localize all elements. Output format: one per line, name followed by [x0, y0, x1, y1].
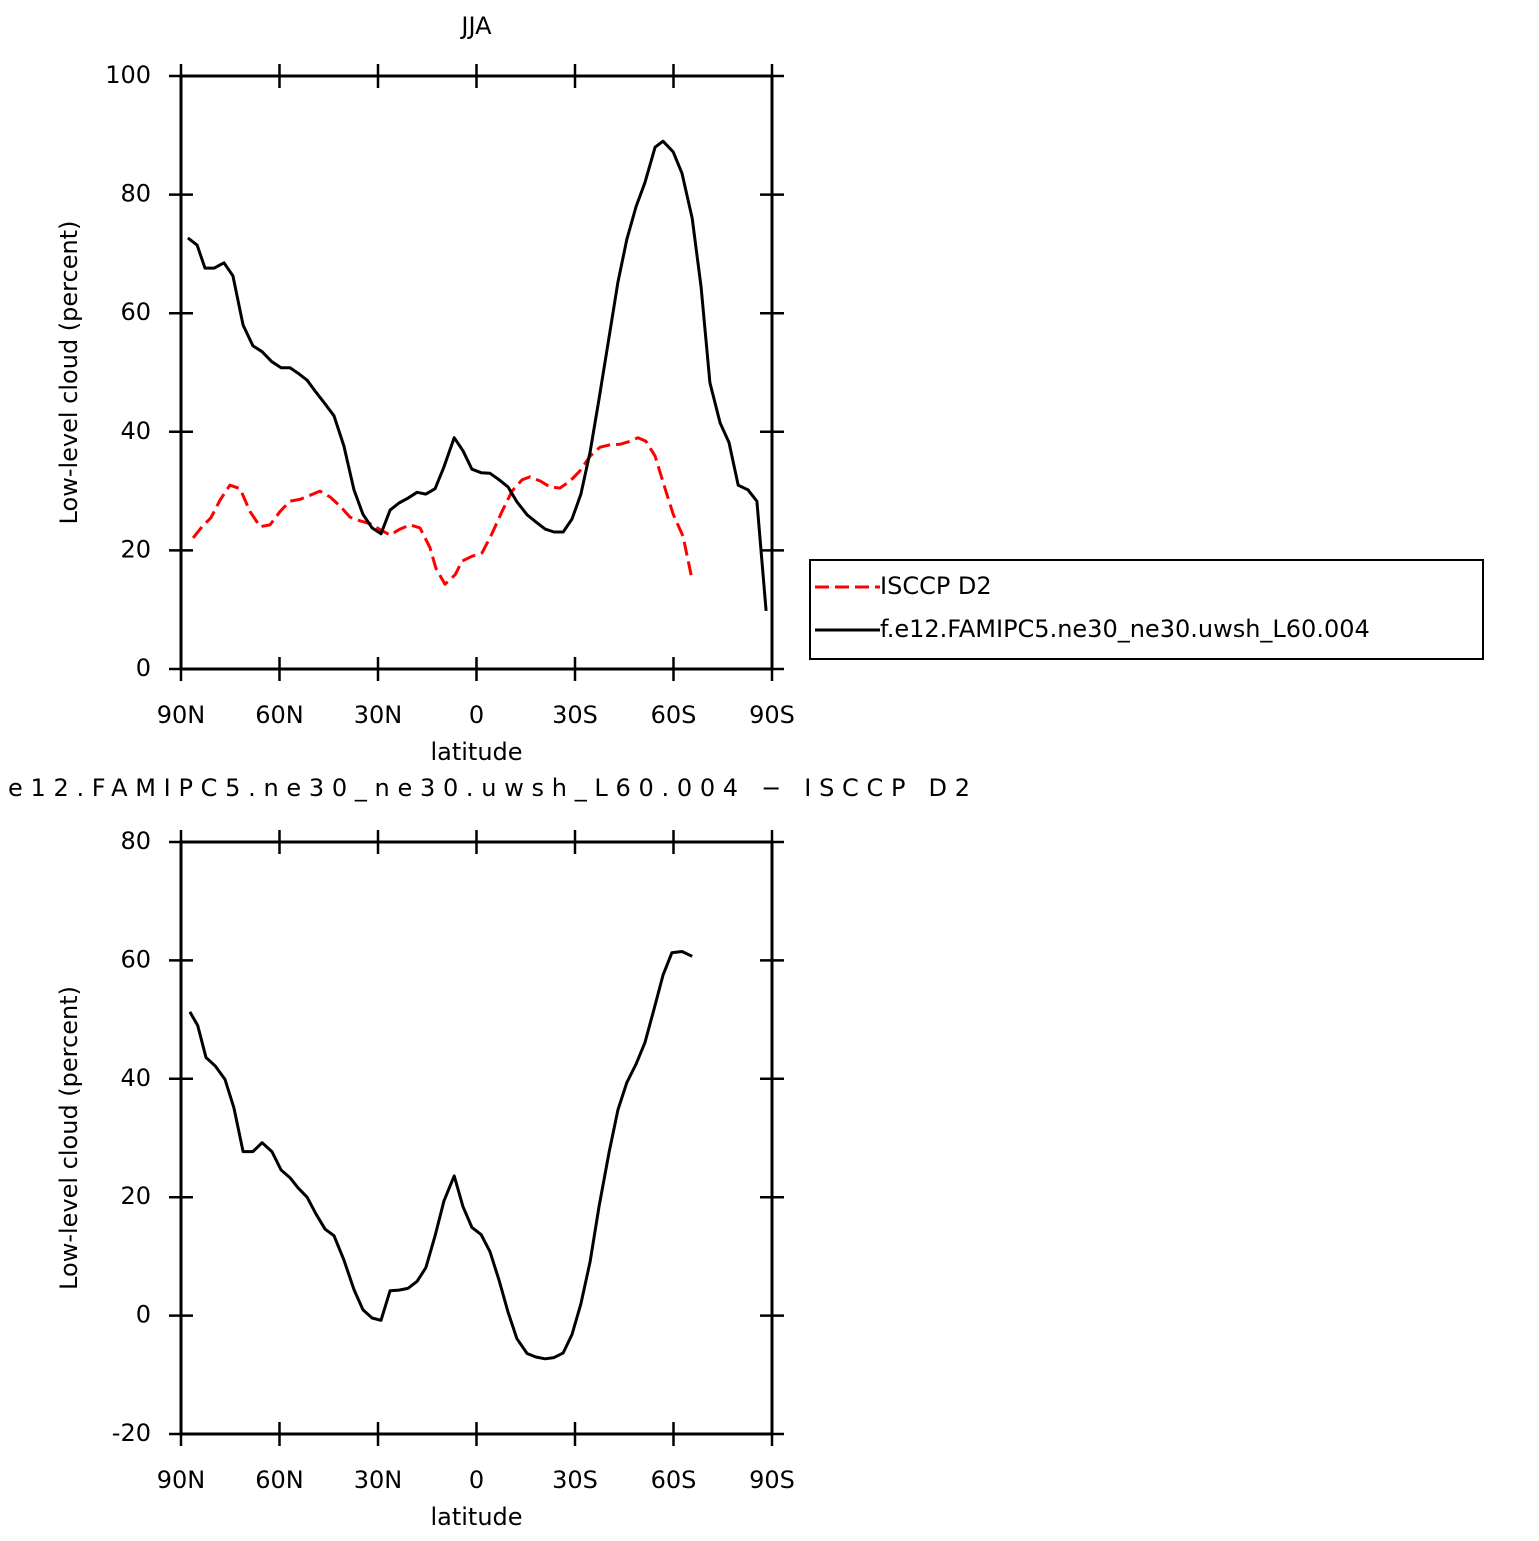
x-tick-label: 30S [552, 1466, 598, 1494]
x-axis-label: latitude [430, 1503, 522, 1531]
y-tick-label: 80 [120, 180, 151, 208]
y-tick-label: 20 [120, 535, 151, 563]
x-tick-label: 90N [157, 701, 206, 729]
y-tick-label: 60 [120, 945, 151, 973]
data-line [188, 950, 693, 1361]
x-tick-label: 90S [749, 701, 795, 729]
data-line [191, 436, 694, 586]
x-tick-label: 30N [354, 1466, 403, 1494]
y-tick-label: 80 [120, 827, 151, 855]
y-tick-label: 40 [120, 1064, 151, 1092]
x-tick-label: 30S [552, 701, 598, 729]
x-tick-label: 90S [749, 1466, 795, 1494]
y-tick-label: 60 [120, 298, 151, 326]
y-tick-label: 20 [120, 1182, 151, 1210]
legend: ISCCP D2 f.e12.FAMIPC5.ne30_ne30.uwsh_L60… [809, 559, 1484, 660]
y-tick-label: -20 [112, 1419, 151, 1447]
x-tick-label: 60N [255, 1466, 304, 1494]
legend-label: f.e12.FAMIPC5.ne30_ne30.uwsh_L60.004 [880, 615, 1370, 643]
y-tick-label: 0 [136, 1301, 151, 1329]
y-tick-label: 40 [120, 417, 151, 445]
x-tick-label: 0 [469, 701, 484, 729]
chart-title: e12.FAMIPC5.ne30_ne30.uwsh_L60.004 − ISC… [8, 774, 970, 802]
x-tick-label: 90N [157, 1466, 206, 1494]
x-tick-label: 60N [255, 701, 304, 729]
y-tick-label: 100 [105, 61, 151, 89]
chart-title: JJA [459, 12, 492, 40]
legend-label: ISCCP D2 [880, 572, 992, 600]
x-tick-label: 0 [469, 1466, 484, 1494]
x-axis-label: latitude [430, 738, 522, 766]
plot-frame [179, 840, 774, 1436]
y-tick-label: 0 [136, 654, 151, 682]
legend-box [809, 559, 1484, 660]
y-axis-label: Low-level cloud (percent) [55, 986, 83, 1290]
y-axis-label: Low-level cloud (percent) [55, 221, 83, 525]
x-tick-label: 30N [354, 701, 403, 729]
x-tick-label: 60S [651, 701, 697, 729]
data-line [186, 139, 768, 612]
plot-frame [179, 74, 774, 671]
x-tick-label: 60S [651, 1466, 697, 1494]
